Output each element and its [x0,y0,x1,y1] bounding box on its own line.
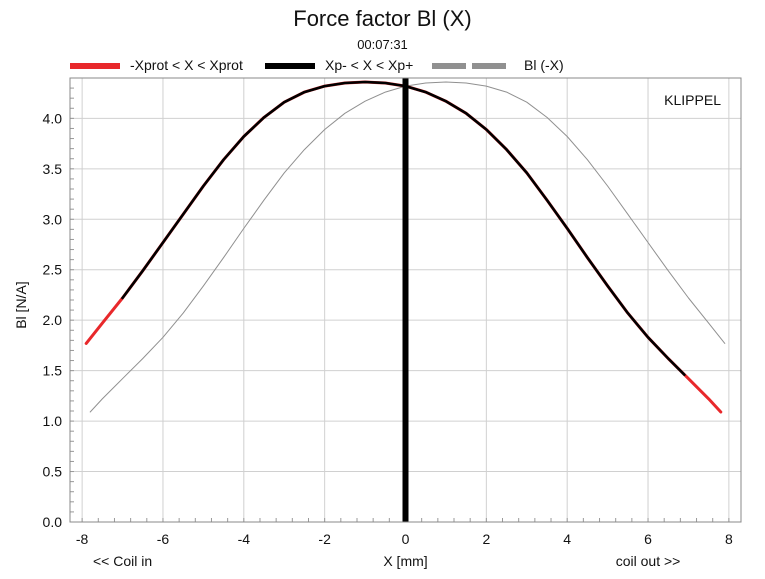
y-tick-label: 0.5 [43,464,63,480]
x-axis-label: X [mm] [383,553,427,569]
y-axis-label: Bl [N/A] [13,281,29,328]
y-tick-label: 1.0 [43,413,63,429]
minor-ticks [70,77,730,523]
legend-swatch-bl-neg [432,63,512,69]
x-tick-label: 0 [402,531,410,547]
legend-label-xprot: -Xprot < X < Xprot [130,57,243,73]
x-tick-label: 2 [482,531,490,547]
plot-frame [69,77,742,523]
legend-swatch-xprot [70,63,120,69]
y-tick-label: 3.5 [43,161,63,177]
x-tick-label: -4 [238,531,251,547]
legend-label-bl-neg: Bl (-X) [524,57,564,73]
y-tick-labels: 0.0 0.5 1.0 1.5 2.0 2.5 3.0 3.5 4.0 [43,110,63,530]
chart-subtitle: 00:07:31 [357,37,408,52]
legend-label-xp: Xp- < X < Xp+ [325,57,414,73]
legend-swatch-xp [265,63,315,69]
y-tick-label: 4.0 [43,110,63,126]
y-tick-label: 1.5 [43,363,63,379]
x-tick-labels: -8 -6 -4 -2 0 2 4 6 8 [76,531,733,547]
x-tick-label: -6 [157,531,170,547]
x-axis-label-coil-out: coil out >> [616,553,681,569]
x-tick-label: 6 [644,531,652,547]
y-tick-label: 3.0 [43,211,63,227]
y-tick-label: 2.0 [43,312,63,328]
x-tick-label: 8 [725,531,733,547]
y-tick-label: 0.0 [43,514,63,530]
chart-title: Force factor Bl (X) [293,6,472,31]
y-tick-label: 2.5 [43,262,63,278]
x-tick-label: -2 [318,531,331,547]
x-tick-label: -8 [76,531,89,547]
series-group [84,78,726,522]
x-tick-label: 4 [563,531,571,547]
klippel-watermark: KLIPPEL [664,92,721,108]
x-axis-label-coil-in: << Coil in [93,553,152,569]
